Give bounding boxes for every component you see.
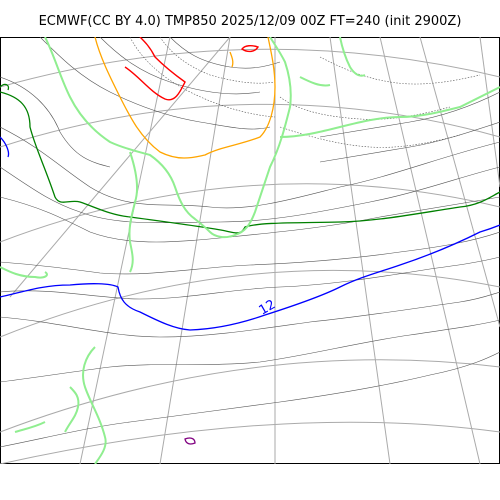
longitude-line: [329, 37, 391, 464]
longitude-line: [79, 37, 171, 464]
coastline: [128, 151, 139, 273]
coastlines: [0, 37, 500, 464]
latitude-line: [0, 359, 500, 433]
map-border: [0, 37, 500, 464]
coastline: [299, 76, 331, 87]
isotherm-minus6: [240, 44, 260, 53]
isotherm-6: [0, 91, 500, 234]
isotherm-12: [0, 136, 10, 158]
isotherm-18: [184, 437, 196, 445]
isotherm-6: [0, 83, 10, 91]
longitude-line: [419, 37, 500, 328]
coastline: [44, 37, 292, 239]
isotherm-minus6: [124, 37, 186, 101]
longitude-line: [379, 37, 481, 464]
weather-map: 12: [0, 37, 500, 464]
coastline: [0, 266, 48, 279]
map-title: ECMWF(CC BY 4.0) TMP850 2025/12/09 00Z F…: [38, 14, 462, 29]
coastline: [14, 421, 46, 433]
isotherm-0: [94, 37, 276, 159]
coastline: [279, 86, 500, 138]
longitude-line: [159, 37, 231, 464]
isotherm-12: [0, 224, 500, 331]
graticule: [0, 37, 500, 464]
coastline: [64, 386, 80, 433]
latitude-line: [0, 183, 500, 243]
coastline: [82, 346, 107, 464]
isotherm-0: [229, 51, 234, 68]
latitude-line: [0, 103, 500, 148]
coastline: [339, 37, 366, 77]
contour-label-12: 12: [257, 297, 279, 318]
longitude-line: [9, 37, 231, 298]
latitude-line: [0, 421, 500, 464]
thin-isotherms: [0, 37, 500, 448]
latitude-line: [0, 269, 500, 338]
longitude-line: [479, 37, 500, 188]
latitude-line: [0, 48, 500, 88]
